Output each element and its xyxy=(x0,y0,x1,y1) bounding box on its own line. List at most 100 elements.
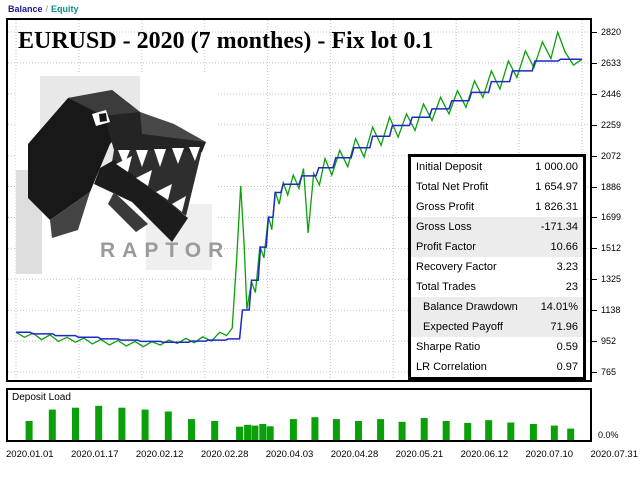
deposit-bar xyxy=(211,421,219,440)
stats-value: 1 654.97 xyxy=(535,181,578,193)
stats-label: Sharpe Ratio xyxy=(416,341,481,353)
deposit-bar xyxy=(464,422,472,440)
stats-value: 0.97 xyxy=(556,361,578,373)
stats-label: Initial Deposit xyxy=(416,161,483,173)
y-tick-mark xyxy=(592,310,597,311)
deposit-bar xyxy=(550,425,558,440)
x-axis-label: 2020.07.31 xyxy=(590,449,638,460)
deposit-bar xyxy=(377,419,385,440)
stats-row: Balance Drawdown 14.01% xyxy=(411,297,583,317)
stats-table: Initial Deposit 1 000.00 Total Net Profit 1… xyxy=(408,154,586,380)
stats-row: LR Correlation 0.97 xyxy=(411,357,583,377)
y-axis-label: 1886 xyxy=(601,182,622,192)
stats-row: Total Net Profit 1 654.97 xyxy=(411,177,583,197)
deposit-bar xyxy=(398,421,406,440)
balance-line xyxy=(16,58,582,343)
y-axis-label: 1512 xyxy=(601,243,622,253)
stats-row: Gross Profit 1 826.31 xyxy=(411,197,583,217)
x-axis: 2020.01.01 2020.01.17 2020.02.12 2020.02.28… xyxy=(6,449,638,460)
deposit-bar xyxy=(567,428,575,440)
stats-label: Profit Factor xyxy=(416,241,476,253)
legend-separator: / xyxy=(45,4,49,14)
x-axis-label: 2020.04.28 xyxy=(330,449,379,460)
y-tick-mark xyxy=(592,248,597,249)
stats-value: -171.34 xyxy=(540,221,578,233)
deposit-bar xyxy=(266,426,274,440)
balance-equity-chart-panel: EURUSD - 2020 (7 monthes) - Fix lot 0.1 xyxy=(6,18,592,382)
deposit-bar xyxy=(420,418,428,440)
y-tick-mark xyxy=(592,125,597,126)
y-axis-label: 952 xyxy=(601,336,617,346)
x-axis-label: 2020.02.28 xyxy=(200,449,249,460)
y-axis-label: 2820 xyxy=(601,27,622,37)
stats-row: Expected Payoff 71.96 xyxy=(411,317,583,337)
deposit-bars-svg xyxy=(25,405,575,440)
y-axis-label: 2259 xyxy=(601,120,622,130)
equity-line xyxy=(15,29,583,348)
y-axis-label: 1699 xyxy=(601,212,622,222)
chart-title: EURUSD - 2020 (7 monthes) - Fix lot 0.1 xyxy=(18,28,434,54)
x-axis-label: 2020.01.01 xyxy=(6,449,54,460)
deposit-bar xyxy=(332,419,340,440)
y-axis-label: 2633 xyxy=(601,58,622,68)
stats-label: Gross Profit xyxy=(416,201,475,213)
y-axis-label: 765 xyxy=(601,367,617,377)
deposit-bar xyxy=(244,424,252,440)
stats-row: Profit Factor 10.66 xyxy=(411,237,583,257)
deposit-bar xyxy=(141,409,149,440)
stats-value: 10.66 xyxy=(550,241,578,253)
stats-row: Recovery Factor 3.23 xyxy=(411,257,583,277)
x-axis-label: 2020.05.21 xyxy=(395,449,444,460)
deposit-bar xyxy=(529,424,537,440)
y-tick-mark xyxy=(592,156,597,157)
stats-value: 14.01% xyxy=(540,301,578,313)
y-axis-label: 1325 xyxy=(601,274,622,284)
x-axis-label: 2020.01.17 xyxy=(70,449,119,460)
y-axis: 2820 2633 2446 2259 2072 1886 1699 1512 1325 1138… xyxy=(592,20,640,380)
stats-value: 3.23 xyxy=(556,261,578,273)
y-tick-mark xyxy=(592,32,597,33)
y-axis-label: 1138 xyxy=(601,305,621,315)
y-tick-mark xyxy=(592,63,597,64)
deposit-bar xyxy=(95,405,103,440)
deposit-bar xyxy=(355,421,362,440)
deposit-load-panel: Deposit Load xyxy=(6,388,592,442)
chart-legend: Balance / Equity xyxy=(8,3,79,15)
stats-value: 1 000.00 xyxy=(535,161,578,173)
y-tick-mark xyxy=(592,372,597,373)
deposit-bar xyxy=(25,421,33,440)
raptor-logo: RAPTOR xyxy=(16,72,223,277)
x-axis-label: 2020.07.10 xyxy=(525,449,574,460)
raptor-head-icon xyxy=(16,76,212,274)
x-axis-label: 2020.06.12 xyxy=(460,449,509,460)
stats-label: Gross Loss xyxy=(416,221,472,233)
deposit-bar xyxy=(48,409,56,440)
stats-value: 23 xyxy=(565,281,578,293)
legend-balance-label[interactable]: Balance xyxy=(8,4,43,14)
legend-equity-label[interactable]: Equity xyxy=(51,4,79,14)
y-tick-mark xyxy=(592,341,597,342)
stats-value: 0.59 xyxy=(556,341,578,353)
deposit-bar xyxy=(251,425,259,440)
deposit-bar xyxy=(311,417,319,440)
stats-label: Expected Payoff xyxy=(423,321,503,333)
stats-label: LR Correlation xyxy=(416,361,487,373)
stats-row: Initial Deposit 1 000.00 xyxy=(411,157,583,177)
deposit-bar xyxy=(442,421,450,440)
y-tick-mark xyxy=(592,279,597,280)
y-tick-mark xyxy=(592,94,597,95)
deposit-bar xyxy=(259,424,267,440)
deposit-bar xyxy=(164,411,172,440)
y-axis-label: 2072 xyxy=(601,151,622,161)
y-axis-label: 2446 xyxy=(601,89,622,99)
deposit-bar xyxy=(236,426,244,440)
deposit-bar xyxy=(188,419,195,440)
deposit-bar xyxy=(507,422,515,440)
y-tick-mark xyxy=(592,217,597,218)
deposit-bar xyxy=(118,407,126,440)
raptor-logo-text: RAPTOR xyxy=(100,239,231,262)
stats-label: Total Net Profit xyxy=(416,181,489,193)
stats-label: Balance Drawdown xyxy=(423,301,518,313)
stats-row: Sharpe Ratio 0.59 xyxy=(411,337,583,357)
